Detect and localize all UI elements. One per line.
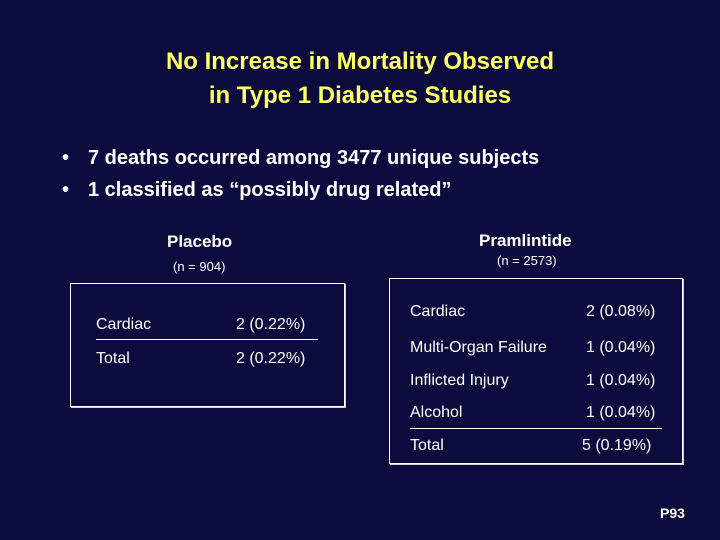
- placebo-n: (n = 904): [173, 259, 226, 274]
- pramlintide-row-value: 5 (0.19%): [582, 437, 652, 454]
- pramlintide-row-value: 2 (0.08%): [586, 303, 656, 320]
- bullet-dot-icon: •: [62, 179, 70, 201]
- slide-title-line-2: in Type 1 Diabetes Studies: [208, 82, 512, 109]
- placebo-divider: [96, 339, 318, 340]
- placebo-heading: Placebo: [167, 232, 233, 251]
- bullet-text: 1 classified as “possibly drug related”: [88, 179, 452, 201]
- page-number: P93: [660, 505, 685, 521]
- pramlintide-heading: Pramlintide: [479, 231, 572, 250]
- slide-title-line-1: No Increase in Mortality Observed: [165, 48, 555, 75]
- pramlintide-row-label: Inflicted Injury: [410, 372, 509, 389]
- placebo-row-value: 2 (0.22%): [236, 316, 306, 333]
- pramlintide-row-value: 1 (0.04%): [586, 339, 656, 356]
- pramlintide-divider: [410, 428, 662, 429]
- bullet-item: • 1 classified as “possibly drug related”: [62, 179, 451, 202]
- pramlintide-row-label: Multi-Organ Failure: [410, 339, 547, 356]
- placebo-row-value: 2 (0.22%): [236, 350, 306, 367]
- placebo-row-label: Total: [96, 350, 130, 367]
- bullet-item: • 7 deaths occurred among 3477 unique sub…: [62, 147, 539, 170]
- pramlintide-row-label: Total: [410, 437, 444, 454]
- bullet-dot-icon: •: [62, 147, 70, 169]
- pramlintide-row-value: 1 (0.04%): [586, 372, 656, 389]
- pramlintide-row-label: Alcohol: [410, 404, 463, 421]
- placebo-table: Cardiac 2 (0.22%) Total 2 (0.22%): [70, 283, 345, 407]
- bullet-text: 7 deaths occurred among 3477 unique subj…: [88, 147, 540, 169]
- pramlintide-n: (n = 2573): [497, 253, 557, 268]
- pramlintide-table: Cardiac 2 (0.08%) Multi-Organ Failure 1 …: [389, 278, 683, 464]
- pramlintide-row-value: 1 (0.04%): [586, 404, 656, 421]
- placebo-row-label: Cardiac: [96, 316, 152, 333]
- pramlintide-row-label: Cardiac: [410, 303, 466, 320]
